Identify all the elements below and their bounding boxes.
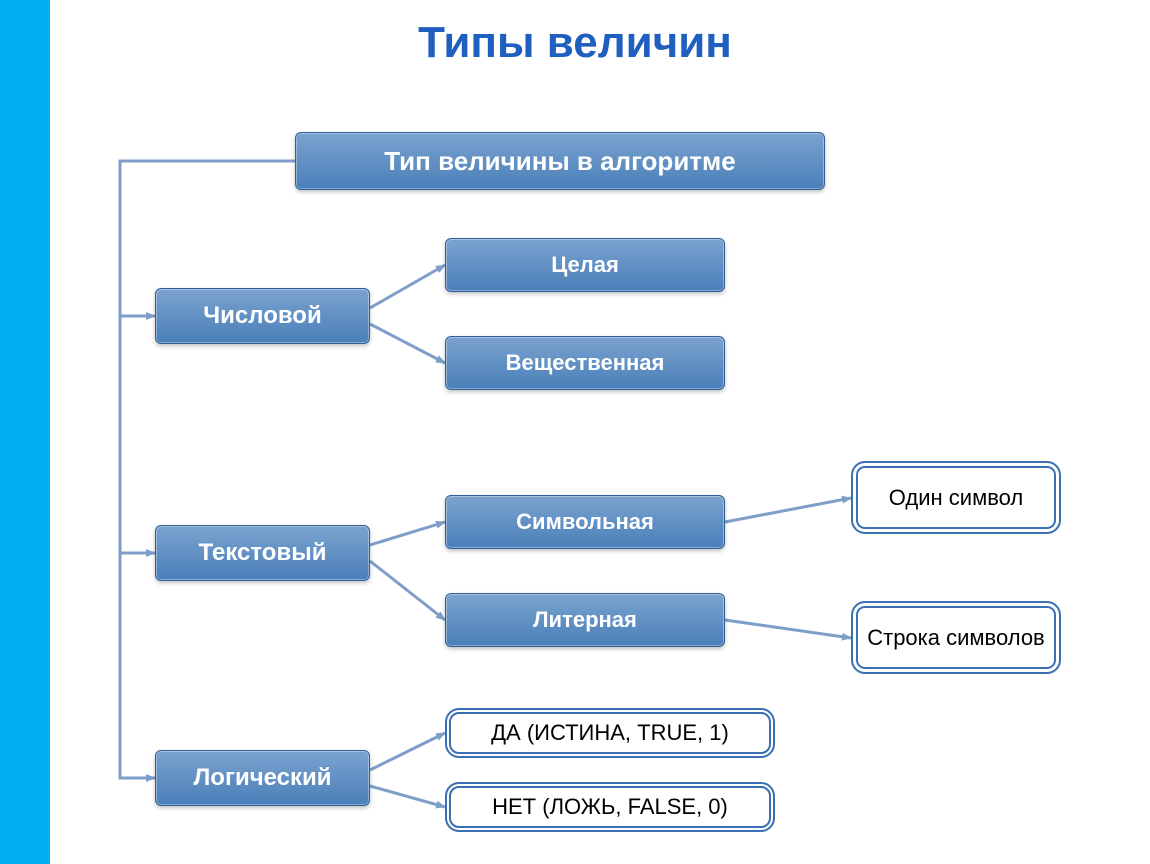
node-literal: Литерная [445,593,725,647]
node-symbol: Символьная [445,495,725,549]
node-root: Тип величины в алгоритме [295,132,825,190]
left-accent-bar [0,0,50,864]
leaf-string: Строка символов [851,601,1061,674]
node-integer: Целая [445,238,725,292]
node-text: Текстовый [155,525,370,581]
node-numeric: Числовой [155,288,370,344]
leaf-one-symbol: Один символ [851,461,1061,534]
leaf-true: ДА (ИСТИНА, TRUE, 1) [445,708,775,758]
leaf-false: НЕТ (ЛОЖЬ, FALSE, 0) [445,782,775,832]
diagram-title: Типы величин [418,18,732,68]
node-real: Вещественная [445,336,725,390]
node-logical: Логический [155,750,370,806]
